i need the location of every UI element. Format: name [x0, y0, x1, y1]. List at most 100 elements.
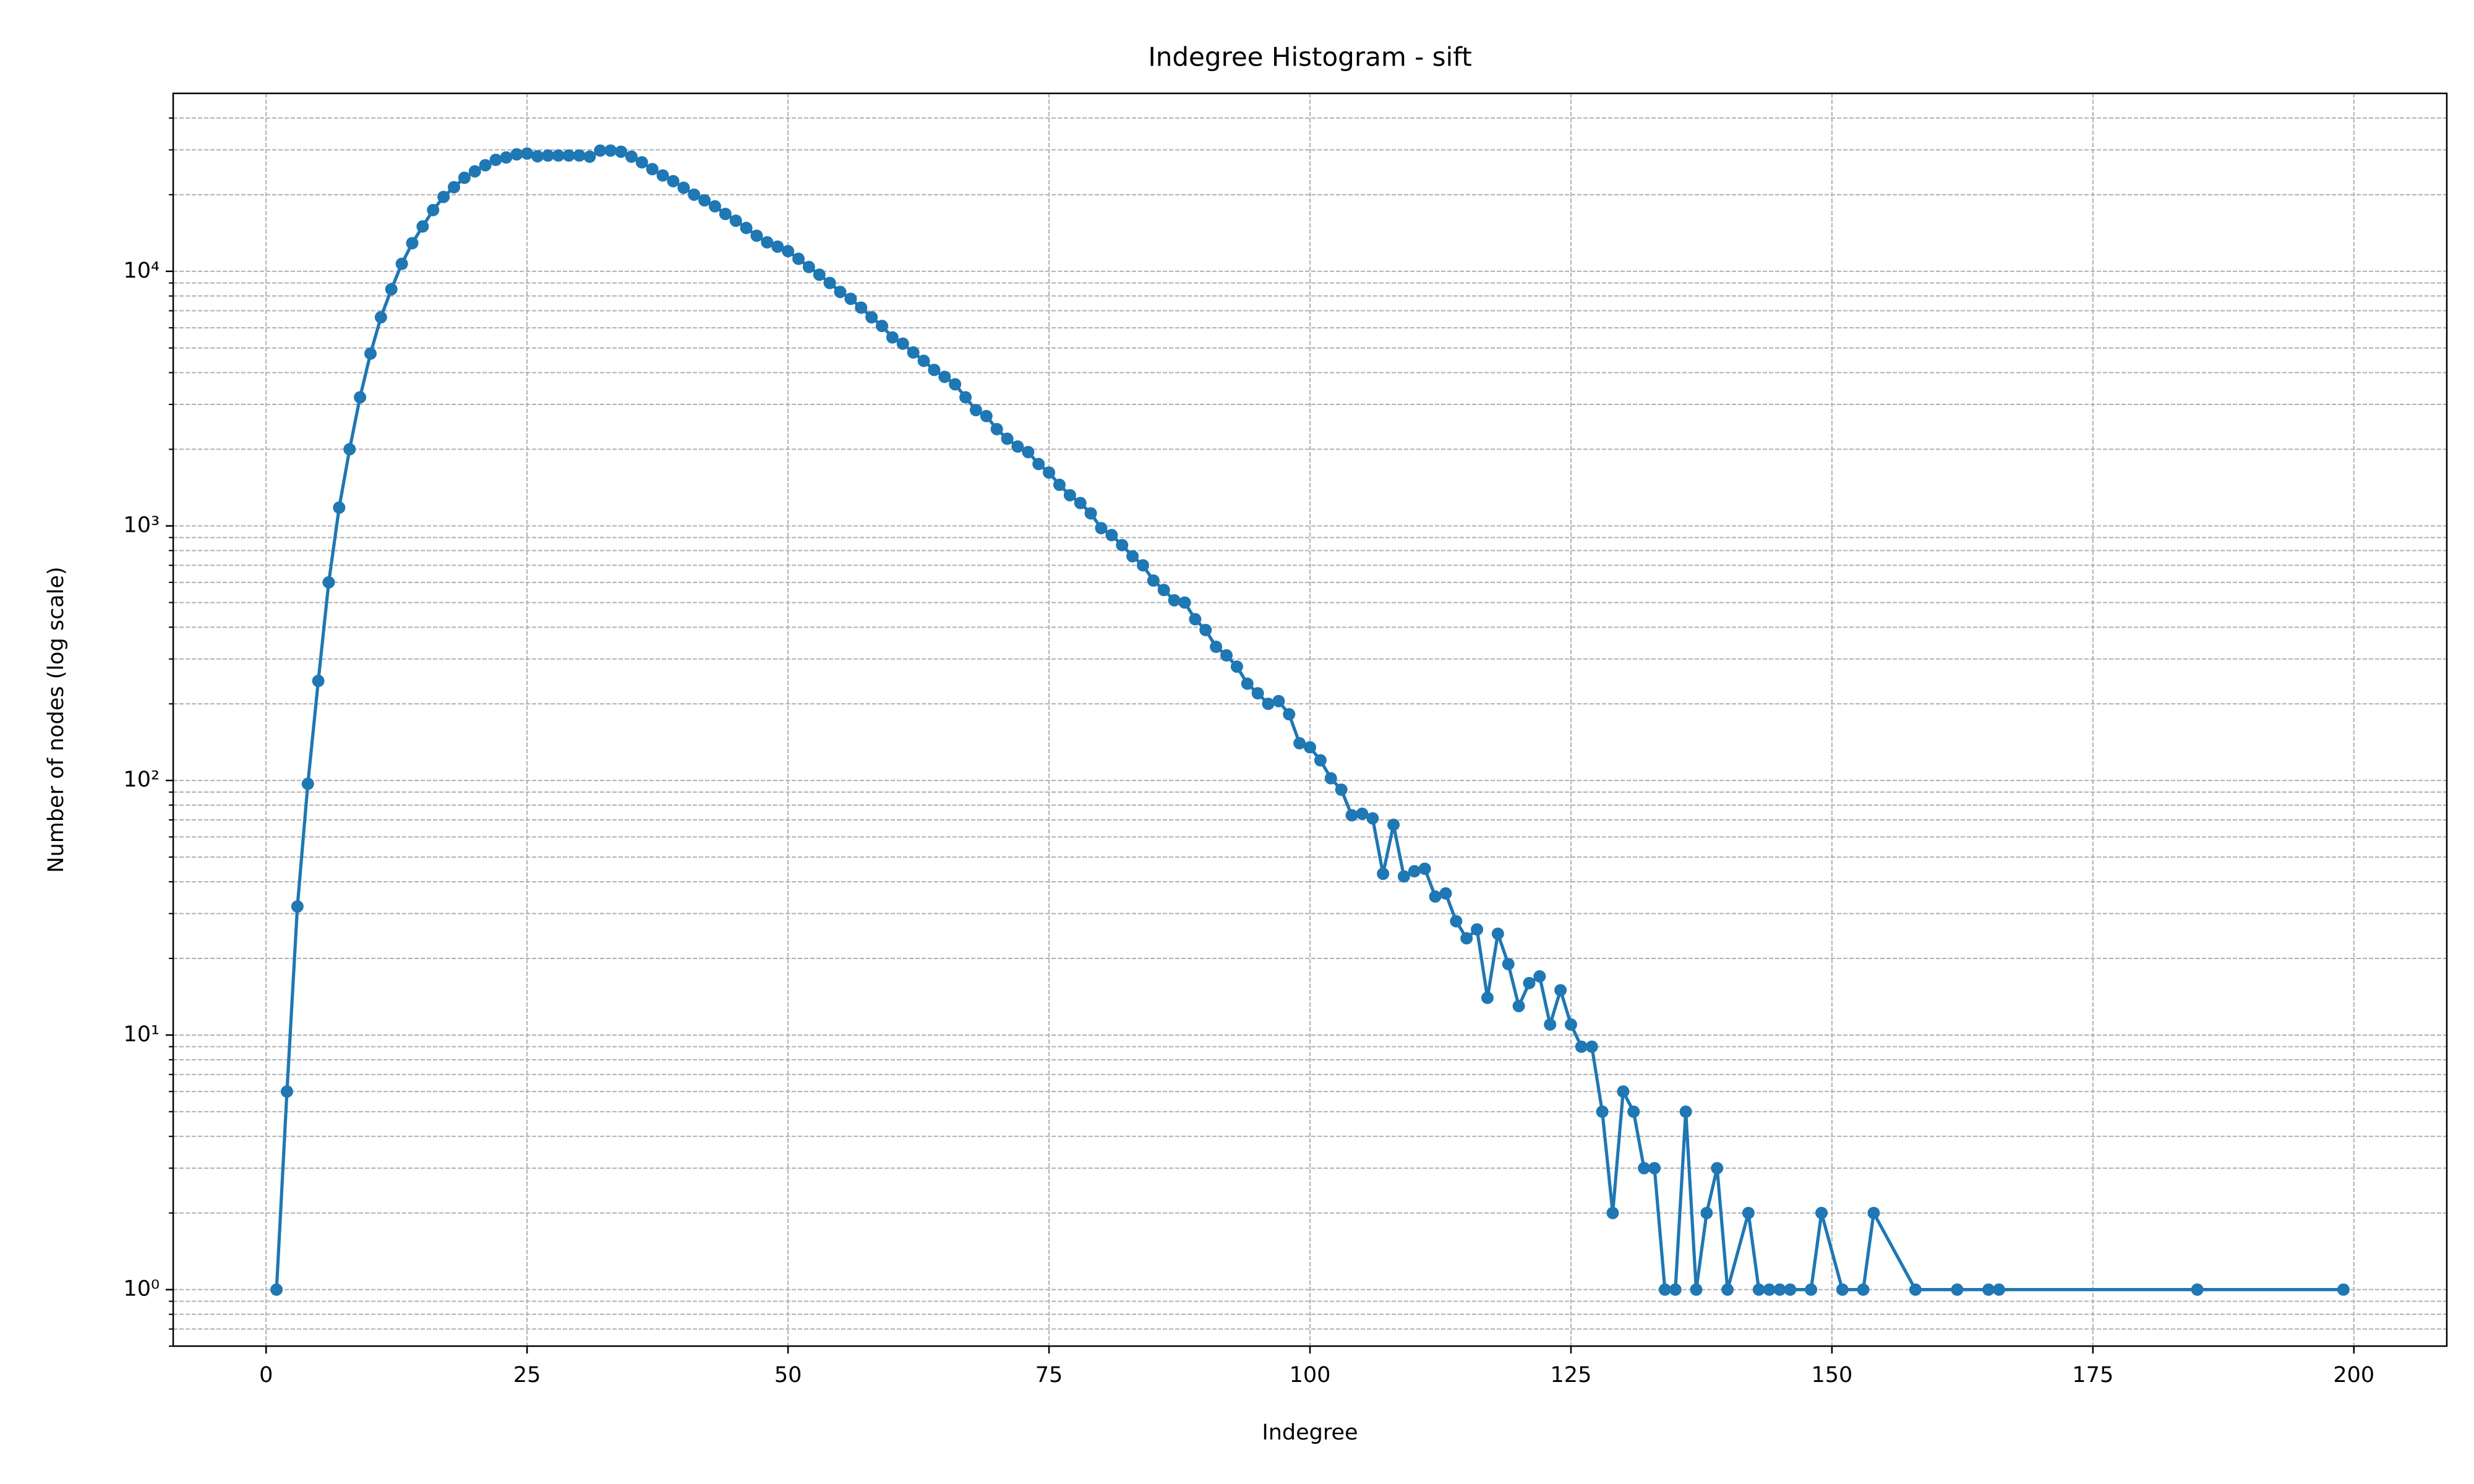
data-point — [1084, 507, 1097, 520]
x-tick-label: 0 — [259, 1363, 273, 1388]
data-point — [1596, 1105, 1609, 1118]
data-point — [1022, 446, 1035, 459]
data-point — [458, 171, 471, 184]
data-point — [322, 576, 335, 589]
data-point — [1011, 440, 1024, 453]
y-tick-label: 10¹ — [123, 1022, 160, 1047]
data-point — [625, 150, 638, 163]
data-point — [562, 149, 575, 162]
data-point — [1418, 862, 1431, 875]
data-point — [374, 311, 387, 324]
data-point — [834, 286, 847, 299]
data-point — [1491, 927, 1504, 940]
data-point — [635, 156, 648, 169]
data-point — [928, 364, 941, 377]
data-point — [1805, 1283, 1818, 1296]
data-point — [1251, 687, 1264, 700]
data-point — [1502, 958, 1515, 971]
data-point — [1658, 1283, 1671, 1296]
data-point — [782, 245, 795, 258]
data-point — [468, 165, 481, 178]
data-point — [1763, 1283, 1776, 1296]
data-point — [1679, 1105, 1692, 1118]
data-point — [1043, 466, 1056, 479]
y-axis-label: Number of nodes (log scale) — [44, 566, 69, 872]
data-point — [1575, 1040, 1588, 1053]
data-point — [604, 144, 617, 157]
data-point — [844, 292, 857, 305]
data-point — [2191, 1283, 2204, 1296]
data-point — [1293, 737, 1306, 750]
data-point — [907, 346, 920, 359]
data-point — [1627, 1105, 1640, 1118]
data-point — [1554, 984, 1567, 997]
data-point — [1105, 529, 1118, 542]
data-point — [280, 1085, 293, 1098]
data-point — [594, 144, 607, 157]
data-point — [1063, 488, 1076, 501]
data-point — [708, 200, 721, 213]
data-point — [1210, 641, 1223, 654]
data-point — [1815, 1206, 1828, 1219]
data-point — [427, 203, 440, 216]
data-point — [364, 347, 377, 360]
data-point — [1032, 458, 1045, 471]
data-point — [1220, 649, 1233, 662]
data-point — [1471, 923, 1484, 936]
data-point — [510, 148, 523, 161]
x-tick-label: 175 — [2072, 1363, 2113, 1388]
x-tick-label: 75 — [1035, 1363, 1063, 1388]
x-tick-label: 100 — [1290, 1363, 1331, 1388]
data-point — [1335, 783, 1348, 796]
data-point — [385, 283, 398, 296]
data-point — [1450, 915, 1463, 927]
data-point — [990, 422, 1003, 435]
y-tick-label: 10² — [123, 767, 160, 792]
data-point — [740, 221, 753, 234]
chart-title: Indegree Histogram - sift — [1148, 42, 1471, 72]
data-point — [719, 208, 732, 221]
data-point — [541, 149, 554, 162]
data-point — [1157, 584, 1170, 597]
data-point — [1053, 479, 1066, 492]
data-point — [761, 236, 774, 249]
data-point — [1909, 1283, 1922, 1296]
data-point — [917, 354, 930, 367]
data-point — [1867, 1206, 1880, 1219]
data-point — [1178, 596, 1191, 609]
data-point — [656, 169, 669, 182]
data-point — [1721, 1283, 1734, 1296]
data-point — [333, 501, 346, 514]
data-point — [813, 268, 826, 281]
data-point — [1690, 1283, 1703, 1296]
x-axis-label: Indegree — [1262, 1420, 1358, 1445]
data-point — [1836, 1283, 1849, 1296]
data-point — [1116, 539, 1129, 552]
data-point — [1523, 976, 1536, 989]
data-point — [980, 409, 993, 422]
data-point — [876, 320, 889, 333]
data-point — [1752, 1283, 1765, 1296]
data-point — [1408, 865, 1421, 878]
data-point — [1366, 812, 1379, 825]
y-tick-label: 10³ — [123, 513, 160, 538]
data-point — [1544, 1018, 1557, 1031]
data-point — [1136, 559, 1149, 572]
data-point — [855, 301, 868, 314]
data-point — [1147, 574, 1160, 587]
data-point — [354, 391, 367, 404]
data-point — [771, 240, 784, 253]
data-point — [698, 194, 711, 207]
data-point — [1648, 1162, 1661, 1175]
x-tick-label: 25 — [513, 1363, 541, 1388]
data-point — [646, 163, 659, 176]
data-point — [1564, 1018, 1577, 1031]
data-point — [1700, 1206, 1713, 1219]
data-point — [802, 260, 815, 273]
data-point — [938, 370, 951, 383]
data-point — [1387, 818, 1400, 831]
data-point — [521, 147, 534, 160]
data-point — [886, 331, 899, 344]
data-point — [1742, 1206, 1755, 1219]
